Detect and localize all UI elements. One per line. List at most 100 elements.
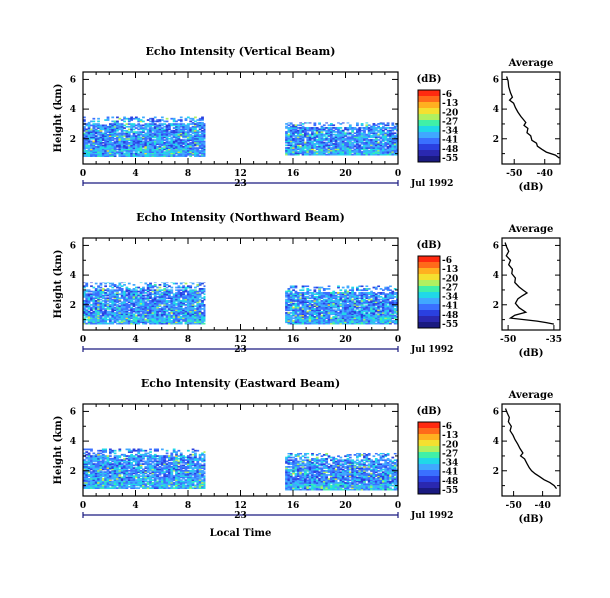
echo-cell bbox=[186, 129, 190, 132]
echo-cell bbox=[337, 145, 340, 148]
echo-cell bbox=[337, 122, 340, 124]
echo-cell bbox=[346, 304, 350, 306]
colorbar-swatch bbox=[418, 286, 440, 293]
echo-cell bbox=[184, 290, 188, 293]
echo-cell bbox=[353, 298, 357, 301]
echo-cell bbox=[172, 306, 176, 309]
echo-cell bbox=[165, 124, 169, 127]
echo-cell bbox=[379, 288, 383, 290]
echo-cell bbox=[299, 309, 303, 312]
echo-cell bbox=[285, 292, 288, 294]
echo-cell bbox=[391, 309, 395, 312]
echo-cell bbox=[304, 302, 307, 305]
echo-cell bbox=[170, 139, 174, 141]
echo-cell bbox=[113, 121, 117, 124]
echo-cell bbox=[182, 141, 185, 144]
echo-cell bbox=[308, 147, 312, 149]
echo-cell bbox=[184, 117, 188, 120]
echo-cell bbox=[177, 153, 181, 156]
echo-cell bbox=[137, 305, 141, 308]
echo-cell bbox=[353, 297, 357, 300]
echo-cell bbox=[142, 300, 145, 302]
echo-cell bbox=[301, 147, 305, 149]
panel-1: Echo Intensity (Vertical Beam)0 4 8 12 16 20 0… bbox=[53, 45, 561, 193]
echo-cell bbox=[332, 309, 336, 312]
echo-cell bbox=[118, 289, 122, 292]
echo-cell bbox=[393, 314, 397, 317]
echo-cell bbox=[144, 141, 148, 144]
echo-cell bbox=[111, 300, 115, 302]
echo-cell bbox=[332, 317, 336, 320]
echo-cell bbox=[313, 132, 317, 135]
echo-cell bbox=[132, 136, 136, 139]
echo-cell bbox=[370, 135, 373, 137]
echo-cell bbox=[163, 318, 167, 321]
echo-cell bbox=[106, 128, 110, 131]
echo-cell bbox=[175, 124, 178, 127]
echo-cell bbox=[389, 144, 392, 147]
echo-cell bbox=[353, 304, 357, 306]
echo-cell bbox=[311, 317, 314, 320]
echo-cell bbox=[393, 145, 397, 148]
echo-cell bbox=[139, 306, 143, 309]
echo-cell bbox=[377, 151, 381, 153]
echo-cell bbox=[99, 282, 103, 285]
echo-cell bbox=[104, 320, 108, 322]
echo-cell bbox=[341, 131, 345, 133]
echo-cell bbox=[123, 300, 126, 302]
echo-cell bbox=[146, 137, 150, 140]
echo-cell bbox=[101, 305, 105, 308]
echo-cell bbox=[203, 297, 206, 300]
echo-cell bbox=[170, 300, 174, 302]
echo-cell bbox=[201, 125, 204, 128]
echo-cell bbox=[113, 320, 117, 322]
echo-cell bbox=[125, 141, 129, 144]
echo-cell bbox=[351, 136, 355, 139]
echo-cell bbox=[144, 124, 148, 127]
echo-cell bbox=[360, 147, 364, 149]
echo-cell bbox=[106, 144, 110, 147]
echo-cell bbox=[120, 153, 124, 156]
echo-cell bbox=[294, 321, 298, 324]
echo-cell bbox=[334, 313, 338, 316]
echo-cell bbox=[186, 285, 190, 288]
echo-cell bbox=[344, 316, 347, 318]
echo-cell bbox=[198, 290, 202, 293]
echo-cell bbox=[289, 293, 293, 296]
echo-cell bbox=[301, 305, 305, 308]
echo-cell bbox=[179, 302, 183, 305]
echo-cell bbox=[137, 321, 141, 324]
echo-cell bbox=[296, 127, 300, 129]
echo-cell bbox=[170, 117, 174, 120]
echo-cell bbox=[132, 128, 136, 131]
echo-cell bbox=[191, 297, 195, 300]
echo-cell bbox=[97, 125, 100, 128]
echo-cell bbox=[346, 318, 350, 321]
echo-cell bbox=[111, 302, 115, 305]
echo-cell bbox=[94, 124, 98, 127]
echo-cell bbox=[83, 463, 86, 465]
echo-cell bbox=[156, 300, 159, 302]
echo-cell bbox=[87, 151, 91, 153]
echo-cell bbox=[334, 137, 338, 140]
echo-cell bbox=[179, 313, 183, 316]
echo-cell bbox=[125, 148, 129, 151]
echo-cell bbox=[120, 294, 124, 297]
echo-cell bbox=[370, 301, 373, 304]
echo-cell bbox=[146, 285, 150, 288]
echo-cell bbox=[132, 310, 136, 313]
echo-cell bbox=[85, 448, 89, 451]
echo-cell bbox=[83, 125, 86, 128]
echo-cell bbox=[289, 128, 293, 131]
echo-cell bbox=[151, 119, 155, 121]
echo-cell bbox=[381, 302, 385, 305]
echo-cell bbox=[175, 313, 178, 316]
echo-cell bbox=[175, 309, 178, 312]
echo-cell bbox=[168, 131, 171, 133]
echo-cell bbox=[149, 140, 152, 143]
echo-cell bbox=[296, 297, 300, 300]
echo-cell bbox=[186, 302, 190, 305]
echo-cell bbox=[377, 296, 381, 298]
echo-cell bbox=[306, 139, 310, 141]
